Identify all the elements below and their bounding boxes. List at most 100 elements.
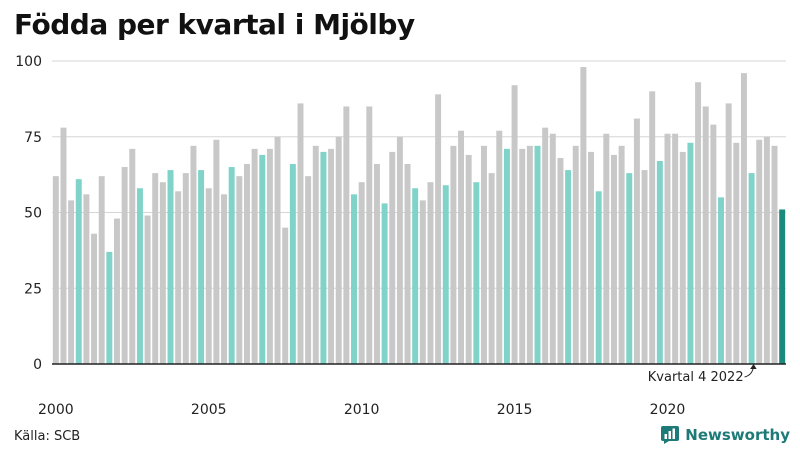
chart-title: Födda per kvartal i Mjölby xyxy=(14,8,415,41)
bar xyxy=(114,218,120,364)
bar xyxy=(328,148,335,364)
bar xyxy=(656,160,663,364)
y-tick-label: 25 xyxy=(24,281,42,297)
bar xyxy=(435,94,442,364)
bar xyxy=(557,157,564,364)
bar xyxy=(129,148,136,364)
bar xyxy=(358,182,365,364)
bar xyxy=(98,176,105,364)
x-tick-label: 2005 xyxy=(191,402,227,418)
bar xyxy=(381,203,388,364)
bar xyxy=(603,133,610,364)
bar xyxy=(733,142,740,364)
bar xyxy=(266,148,273,364)
bar xyxy=(83,194,90,364)
y-tick-label: 75 xyxy=(24,130,42,146)
bar xyxy=(136,188,143,364)
y-tick-label: 0 xyxy=(33,357,42,373)
bar xyxy=(243,164,250,364)
bar xyxy=(718,197,724,364)
bar xyxy=(427,182,434,364)
source-label: Källa: SCB xyxy=(14,429,81,444)
bar xyxy=(320,151,327,364)
bar xyxy=(702,106,709,364)
bar xyxy=(626,173,633,364)
bar xyxy=(695,82,702,365)
x-tick-label: 2010 xyxy=(344,402,380,418)
bar xyxy=(465,154,472,364)
bar xyxy=(740,73,747,365)
bar xyxy=(159,182,166,364)
bar xyxy=(106,251,113,364)
bar xyxy=(771,145,778,364)
x-tick-label: 2015 xyxy=(497,402,533,418)
bar xyxy=(618,145,625,364)
bar xyxy=(534,145,541,364)
bar xyxy=(175,191,182,364)
bar xyxy=(496,130,503,364)
bar xyxy=(282,227,289,364)
bar xyxy=(389,151,396,364)
bar xyxy=(633,118,640,364)
bar xyxy=(710,124,717,364)
bar xyxy=(450,145,457,364)
bar xyxy=(297,103,304,365)
bar xyxy=(167,170,174,364)
bar xyxy=(572,145,579,364)
bar xyxy=(672,133,679,364)
bar xyxy=(228,167,235,364)
bar xyxy=(542,127,549,364)
bar xyxy=(68,200,75,364)
bar xyxy=(756,139,763,364)
bar xyxy=(588,151,595,364)
bar xyxy=(366,106,373,364)
bar xyxy=(312,145,319,364)
bar xyxy=(763,136,770,364)
bar xyxy=(473,182,480,364)
bar xyxy=(549,133,556,364)
bar xyxy=(565,170,572,364)
bar xyxy=(412,188,419,364)
bar xyxy=(198,170,205,364)
bar xyxy=(335,136,342,364)
bar xyxy=(251,148,258,364)
bar xyxy=(121,167,128,364)
bar xyxy=(289,164,296,364)
x-tick-label: 2000 xyxy=(38,402,74,418)
bar xyxy=(152,173,159,364)
bar xyxy=(641,170,648,364)
bar xyxy=(610,154,617,364)
bar xyxy=(60,127,67,364)
bar xyxy=(182,173,189,364)
bar xyxy=(649,91,656,365)
annotation-arrow-head xyxy=(750,364,757,369)
bar xyxy=(404,164,411,364)
bar xyxy=(190,145,197,364)
brand-name: Newsworthy xyxy=(685,426,790,444)
bar xyxy=(519,148,526,364)
bar-chart-icon xyxy=(661,426,680,444)
bar xyxy=(419,200,426,364)
bar xyxy=(305,176,312,364)
bar xyxy=(580,67,587,364)
bar xyxy=(52,176,59,364)
bar xyxy=(396,136,403,364)
bar xyxy=(679,151,686,364)
bar xyxy=(458,130,465,364)
bar xyxy=(259,154,266,364)
bar xyxy=(595,191,602,364)
bar xyxy=(503,148,510,364)
bar xyxy=(213,139,220,364)
bar xyxy=(526,145,533,364)
bar xyxy=(687,142,694,364)
bar xyxy=(664,133,671,364)
bar xyxy=(442,185,449,364)
bar xyxy=(725,103,732,365)
bar xyxy=(75,179,82,364)
bar xyxy=(205,188,212,364)
brand-logo: Newsworthy xyxy=(661,426,790,444)
bar xyxy=(343,106,350,364)
bar xyxy=(488,173,495,364)
bar xyxy=(91,233,98,364)
